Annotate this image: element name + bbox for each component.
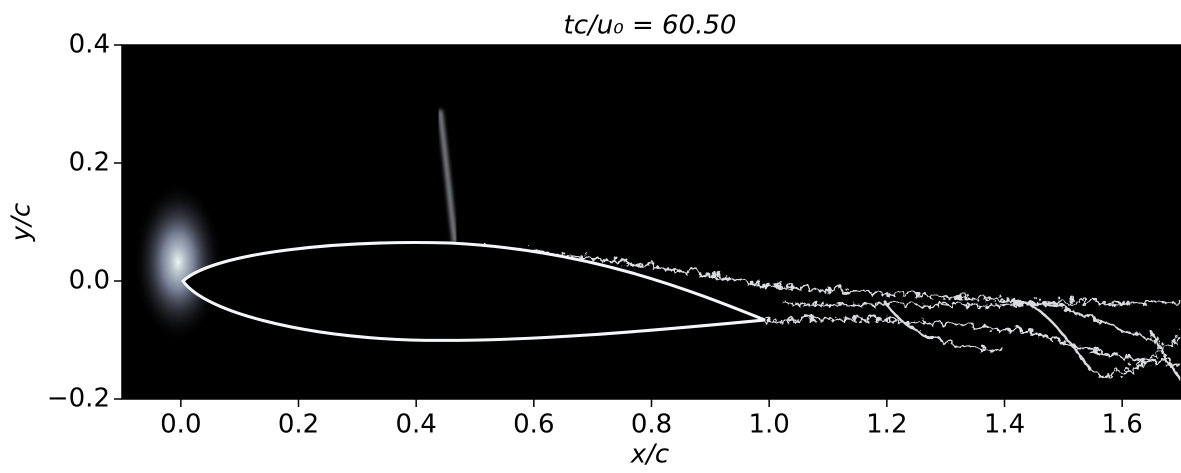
y-tick-label: −0.2 <box>47 384 110 414</box>
x-axis-label: x/c <box>630 440 669 470</box>
x-tick-label: 1.0 <box>748 410 789 440</box>
x-tick-label: 1.6 <box>1101 410 1142 440</box>
flow-image <box>122 45 1181 399</box>
y-tick-label: 0.4 <box>69 30 110 60</box>
x-tick-label: 0.6 <box>513 410 554 440</box>
x-tick-label: 0.4 <box>395 410 436 440</box>
x-tick-label: 0.0 <box>160 410 201 440</box>
x-tick-label: 0.8 <box>631 410 672 440</box>
y-axis-label: y/c <box>7 203 37 242</box>
chart-title: tc/u₀ = 60.50 <box>564 11 737 41</box>
x-tick-label: 1.4 <box>984 410 1025 440</box>
y-tick-label: 0.2 <box>69 148 110 178</box>
x-tick-label: 0.2 <box>278 410 319 440</box>
y-tick-label: 0.0 <box>69 266 110 296</box>
x-tick-label: 1.2 <box>866 410 907 440</box>
